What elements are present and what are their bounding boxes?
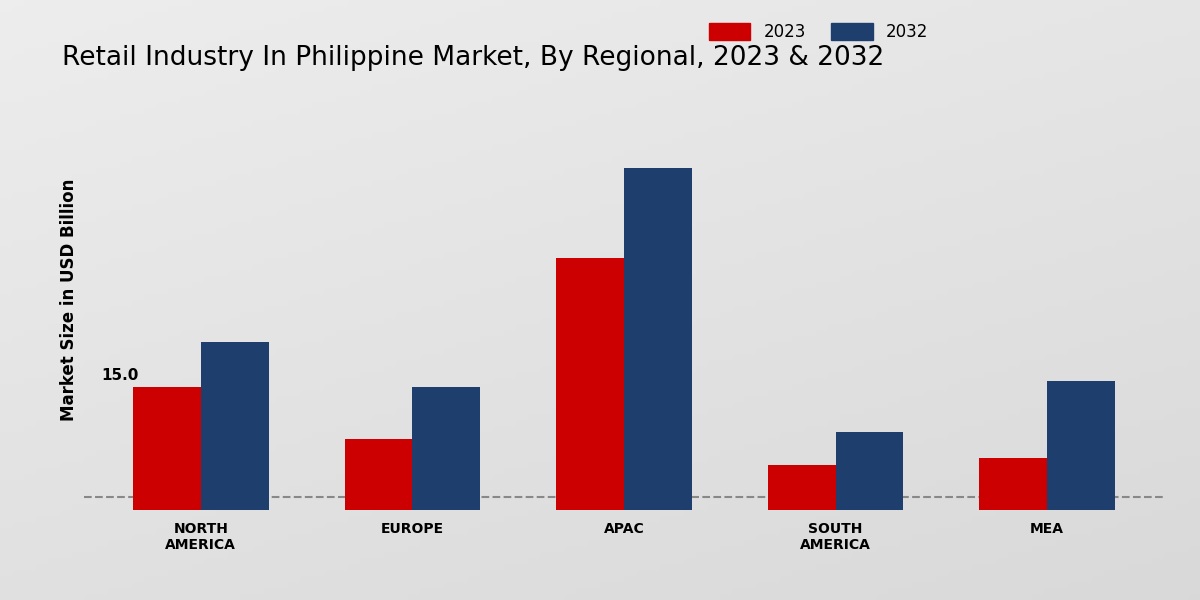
Legend: 2023, 2032: 2023, 2032 [708, 23, 929, 41]
Bar [1048, 381, 1115, 581]
Bar [413, 387, 480, 581]
Bar [835, 433, 904, 581]
Bar [133, 387, 200, 581]
Bar [979, 458, 1048, 581]
Y-axis label: Market Size in USD Billion: Market Size in USD Billion [60, 179, 78, 421]
Text: 15.0: 15.0 [102, 368, 139, 383]
Bar [768, 465, 835, 581]
Text: Retail Industry In Philippine Market, By Regional, 2023 & 2032: Retail Industry In Philippine Market, By… [62, 45, 884, 71]
Bar [624, 167, 691, 581]
Bar [344, 439, 413, 581]
Bar [557, 258, 624, 581]
Bar [200, 342, 269, 581]
